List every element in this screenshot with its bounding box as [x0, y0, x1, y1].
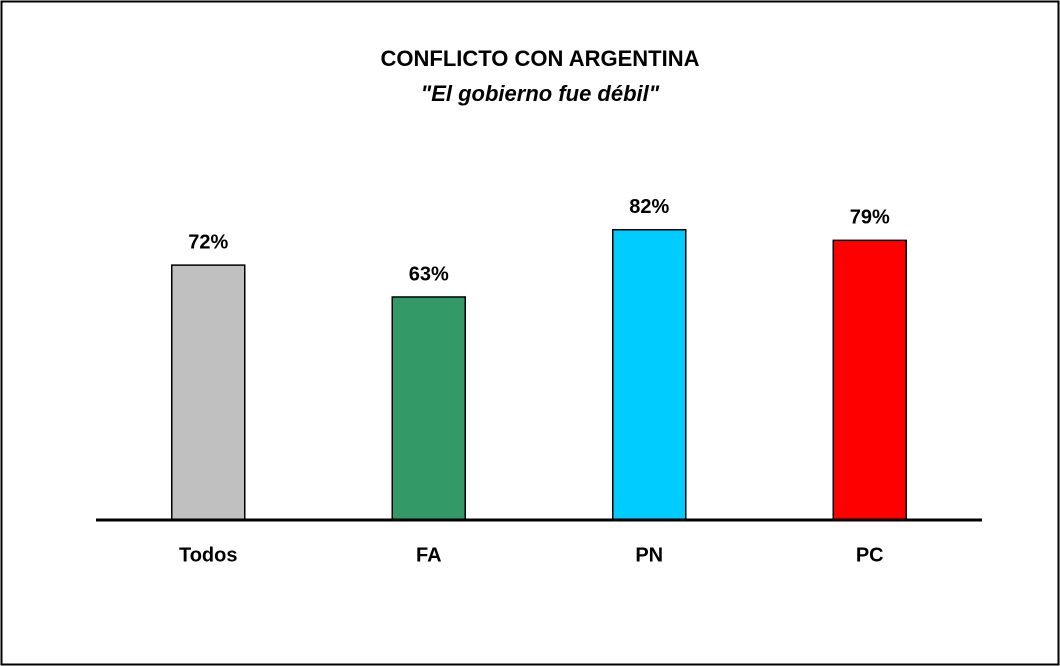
- chart-subtitle: "El gobierno fue débil": [421, 81, 660, 106]
- bar: [612, 228, 687, 521]
- data-label: 72%: [188, 231, 228, 253]
- chart-title: CONFLICTO CON ARGENTINA: [381, 46, 700, 71]
- data-label: 63%: [409, 263, 449, 285]
- x-tick-label: Todos: [179, 544, 238, 566]
- bar: [171, 264, 246, 521]
- data-label: 82%: [629, 196, 669, 218]
- x-tick-label: FA: [416, 544, 442, 566]
- data-label: 79%: [850, 207, 890, 229]
- bar: [391, 296, 466, 521]
- x-tick-label: PC: [856, 544, 884, 566]
- x-tick-label: PN: [635, 544, 663, 566]
- bar: [832, 239, 907, 521]
